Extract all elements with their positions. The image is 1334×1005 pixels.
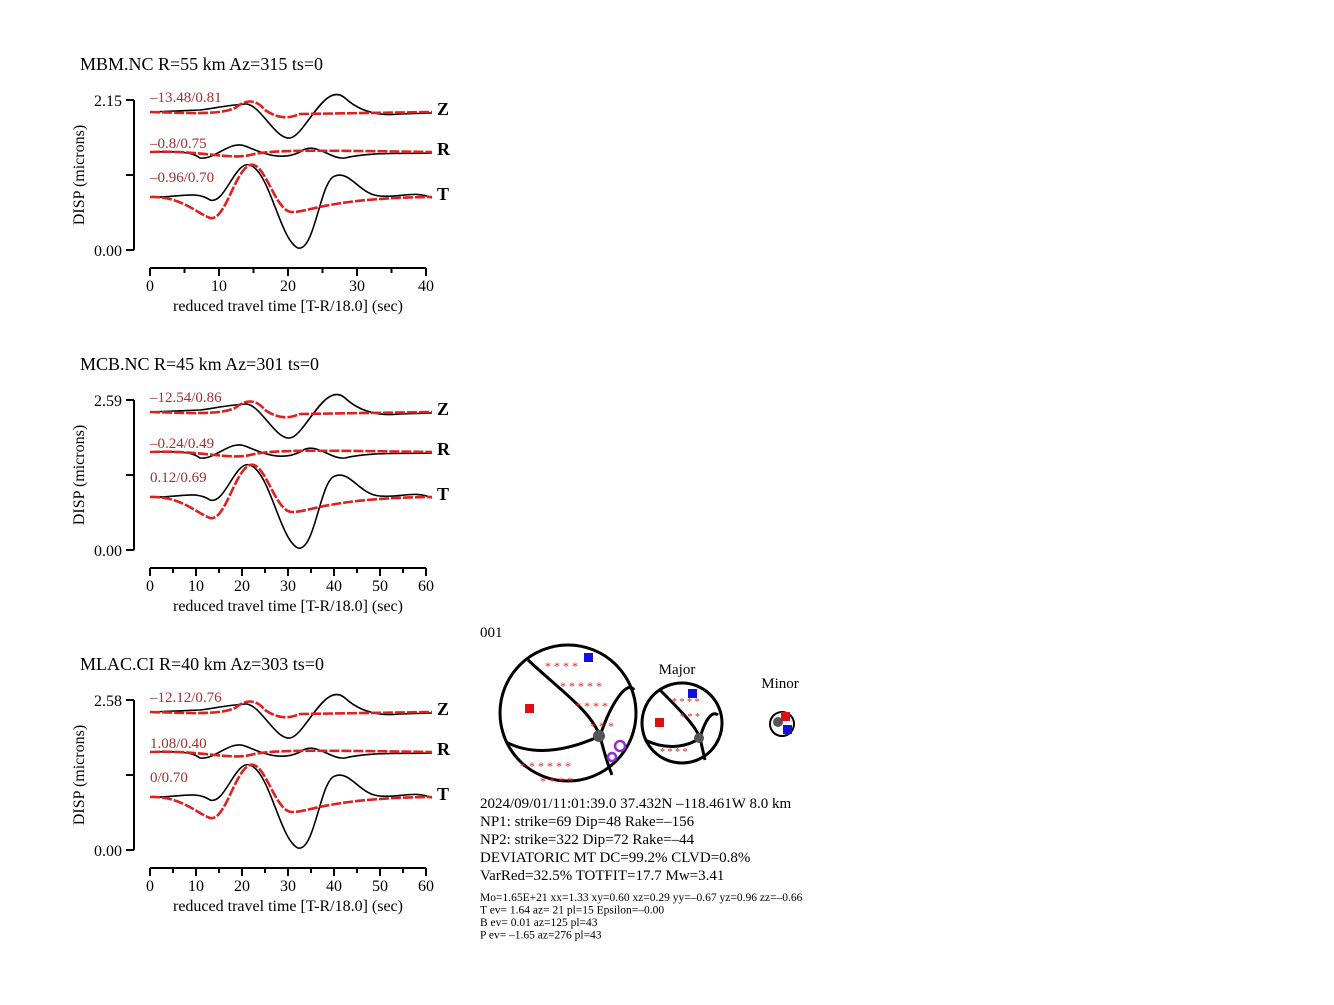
y-axis-label: DISP (microns) [71, 125, 88, 225]
fit-annotation: –0.96/0.70 [149, 170, 214, 186]
svg-text:* * *: * * * [680, 712, 700, 723]
y-tick-label: 2.15 [94, 93, 122, 110]
solution-line: VarRed=32.5% TOTFIT=17.7 Mw=3.41 [480, 868, 724, 884]
major-label: Major [659, 662, 696, 678]
y-tick-label: 2.58 [94, 693, 122, 710]
x-tick-label: 10 [188, 578, 204, 595]
fit-annotation: –0.8/0.75 [149, 136, 207, 152]
component-label: T [437, 484, 449, 504]
x-tick-label: 60 [418, 878, 434, 895]
fit-annotation: –12.54/0.86 [149, 390, 222, 406]
component-label: T [437, 184, 449, 204]
y-tick-label: 0.00 [94, 543, 122, 560]
x-tick-label: 40 [418, 278, 434, 295]
moment-line: P ev= –1.65 az=276 pl=43 [480, 930, 602, 942]
panel-title: MBM.NC R=55 km Az=315 ts=0 [80, 54, 323, 74]
x-tick-label: 60 [418, 578, 434, 595]
x-tick-label: 20 [280, 278, 296, 295]
x-tick-label: 30 [280, 578, 296, 595]
x-tick-label: 0 [146, 878, 154, 895]
panel-title: MLAC.CI R=40 km Az=303 ts=0 [80, 654, 324, 674]
x-tick-label: 30 [280, 878, 296, 895]
solution-line: NP1: strike=69 Dip=48 Rake=–156 [480, 814, 695, 830]
component-label: T [437, 784, 449, 804]
fit-annotation: –12.12/0.76 [149, 690, 222, 706]
x-tick-label: 0 [146, 578, 154, 595]
beachball-main: * * * ** * * * ** * * * * * ** * * * * *… [498, 643, 638, 788]
x-tick-label: 50 [372, 578, 388, 595]
solution-line: 2024/09/01/11:01:39.0 37.432N –118.461W … [480, 796, 791, 812]
x-axis-label: reduced travel time [T-R/18.0] (sec) [173, 898, 403, 915]
x-tick-label: 20 [234, 578, 250, 595]
moment-line: B ev= 0.01 az=125 pl=43 [480, 917, 598, 929]
x-tick-label: 40 [326, 578, 342, 595]
moment-line: T ev= 1.64 az= 21 pl=15 Epsilon=–0.00 [480, 905, 664, 917]
x-axis-label: reduced travel time [T-R/18.0] (sec) [173, 598, 403, 615]
svg-text:* * * * *: * * * * * [560, 679, 602, 693]
panel-title: MCB.NC R=45 km Az=301 ts=0 [80, 354, 319, 374]
y-axis-label: DISP (microns) [71, 425, 88, 525]
fit-annotation: –0.24/0.49 [149, 436, 214, 452]
y-tick-label: 0.00 [94, 843, 122, 860]
svg-text:* * * *: * * * * [660, 747, 688, 758]
beachball-major: * * * * * * * * * * * [640, 681, 724, 765]
x-tick-label: 30 [349, 278, 365, 295]
x-tick-label: 40 [326, 878, 342, 895]
waveforms [148, 693, 434, 850]
svg-text:* * * * * *: * * * * * * [520, 759, 571, 773]
minor-label: Minor [761, 676, 799, 692]
component-label: Z [437, 399, 449, 419]
solution-id: 001 [480, 625, 503, 641]
x-axis-label: reduced travel time [T-R/18.0] (sec) [173, 298, 403, 315]
svg-text:* * * *: * * * * [672, 697, 700, 708]
svg-text:* * * *: * * * * [545, 659, 578, 673]
y-tick-label: 0.00 [94, 243, 122, 260]
component-label: R [437, 439, 451, 459]
x-tick-label: 0 [146, 278, 154, 295]
x-tick-label: 10 [188, 878, 204, 895]
moment-line: Mo=1.65E+21 xx=1.33 xy=0.60 xz=0.29 yy=–… [480, 892, 803, 904]
fit-annotation: 1.08/0.40 [150, 736, 207, 752]
component-label: R [437, 139, 451, 159]
component-label: Z [437, 699, 449, 719]
x-tick-label: 10 [211, 278, 227, 295]
component-label: R [437, 739, 451, 759]
svg-text:* * * *: * * * * [575, 699, 608, 713]
x-tick-label: 20 [234, 878, 250, 895]
beachball-minor [769, 711, 795, 737]
svg-text:* * * *: * * * * [540, 774, 573, 788]
solution-line: NP2: strike=322 Dip=72 Rake=–44 [480, 832, 695, 848]
y-axis-label: DISP (microns) [71, 725, 88, 825]
fit-annotation: 0/0.70 [150, 770, 188, 786]
solution-line: DEVIATORIC MT DC=99.2% CLVD=0.8% [480, 850, 750, 866]
fit-annotation: –13.48/0.81 [149, 90, 222, 106]
fit-annotation: 0.12/0.69 [150, 470, 207, 486]
svg-text:* * *: * * * [590, 719, 614, 733]
component-label: Z [437, 99, 449, 119]
y-tick-label: 2.59 [94, 393, 122, 410]
x-tick-label: 50 [372, 878, 388, 895]
